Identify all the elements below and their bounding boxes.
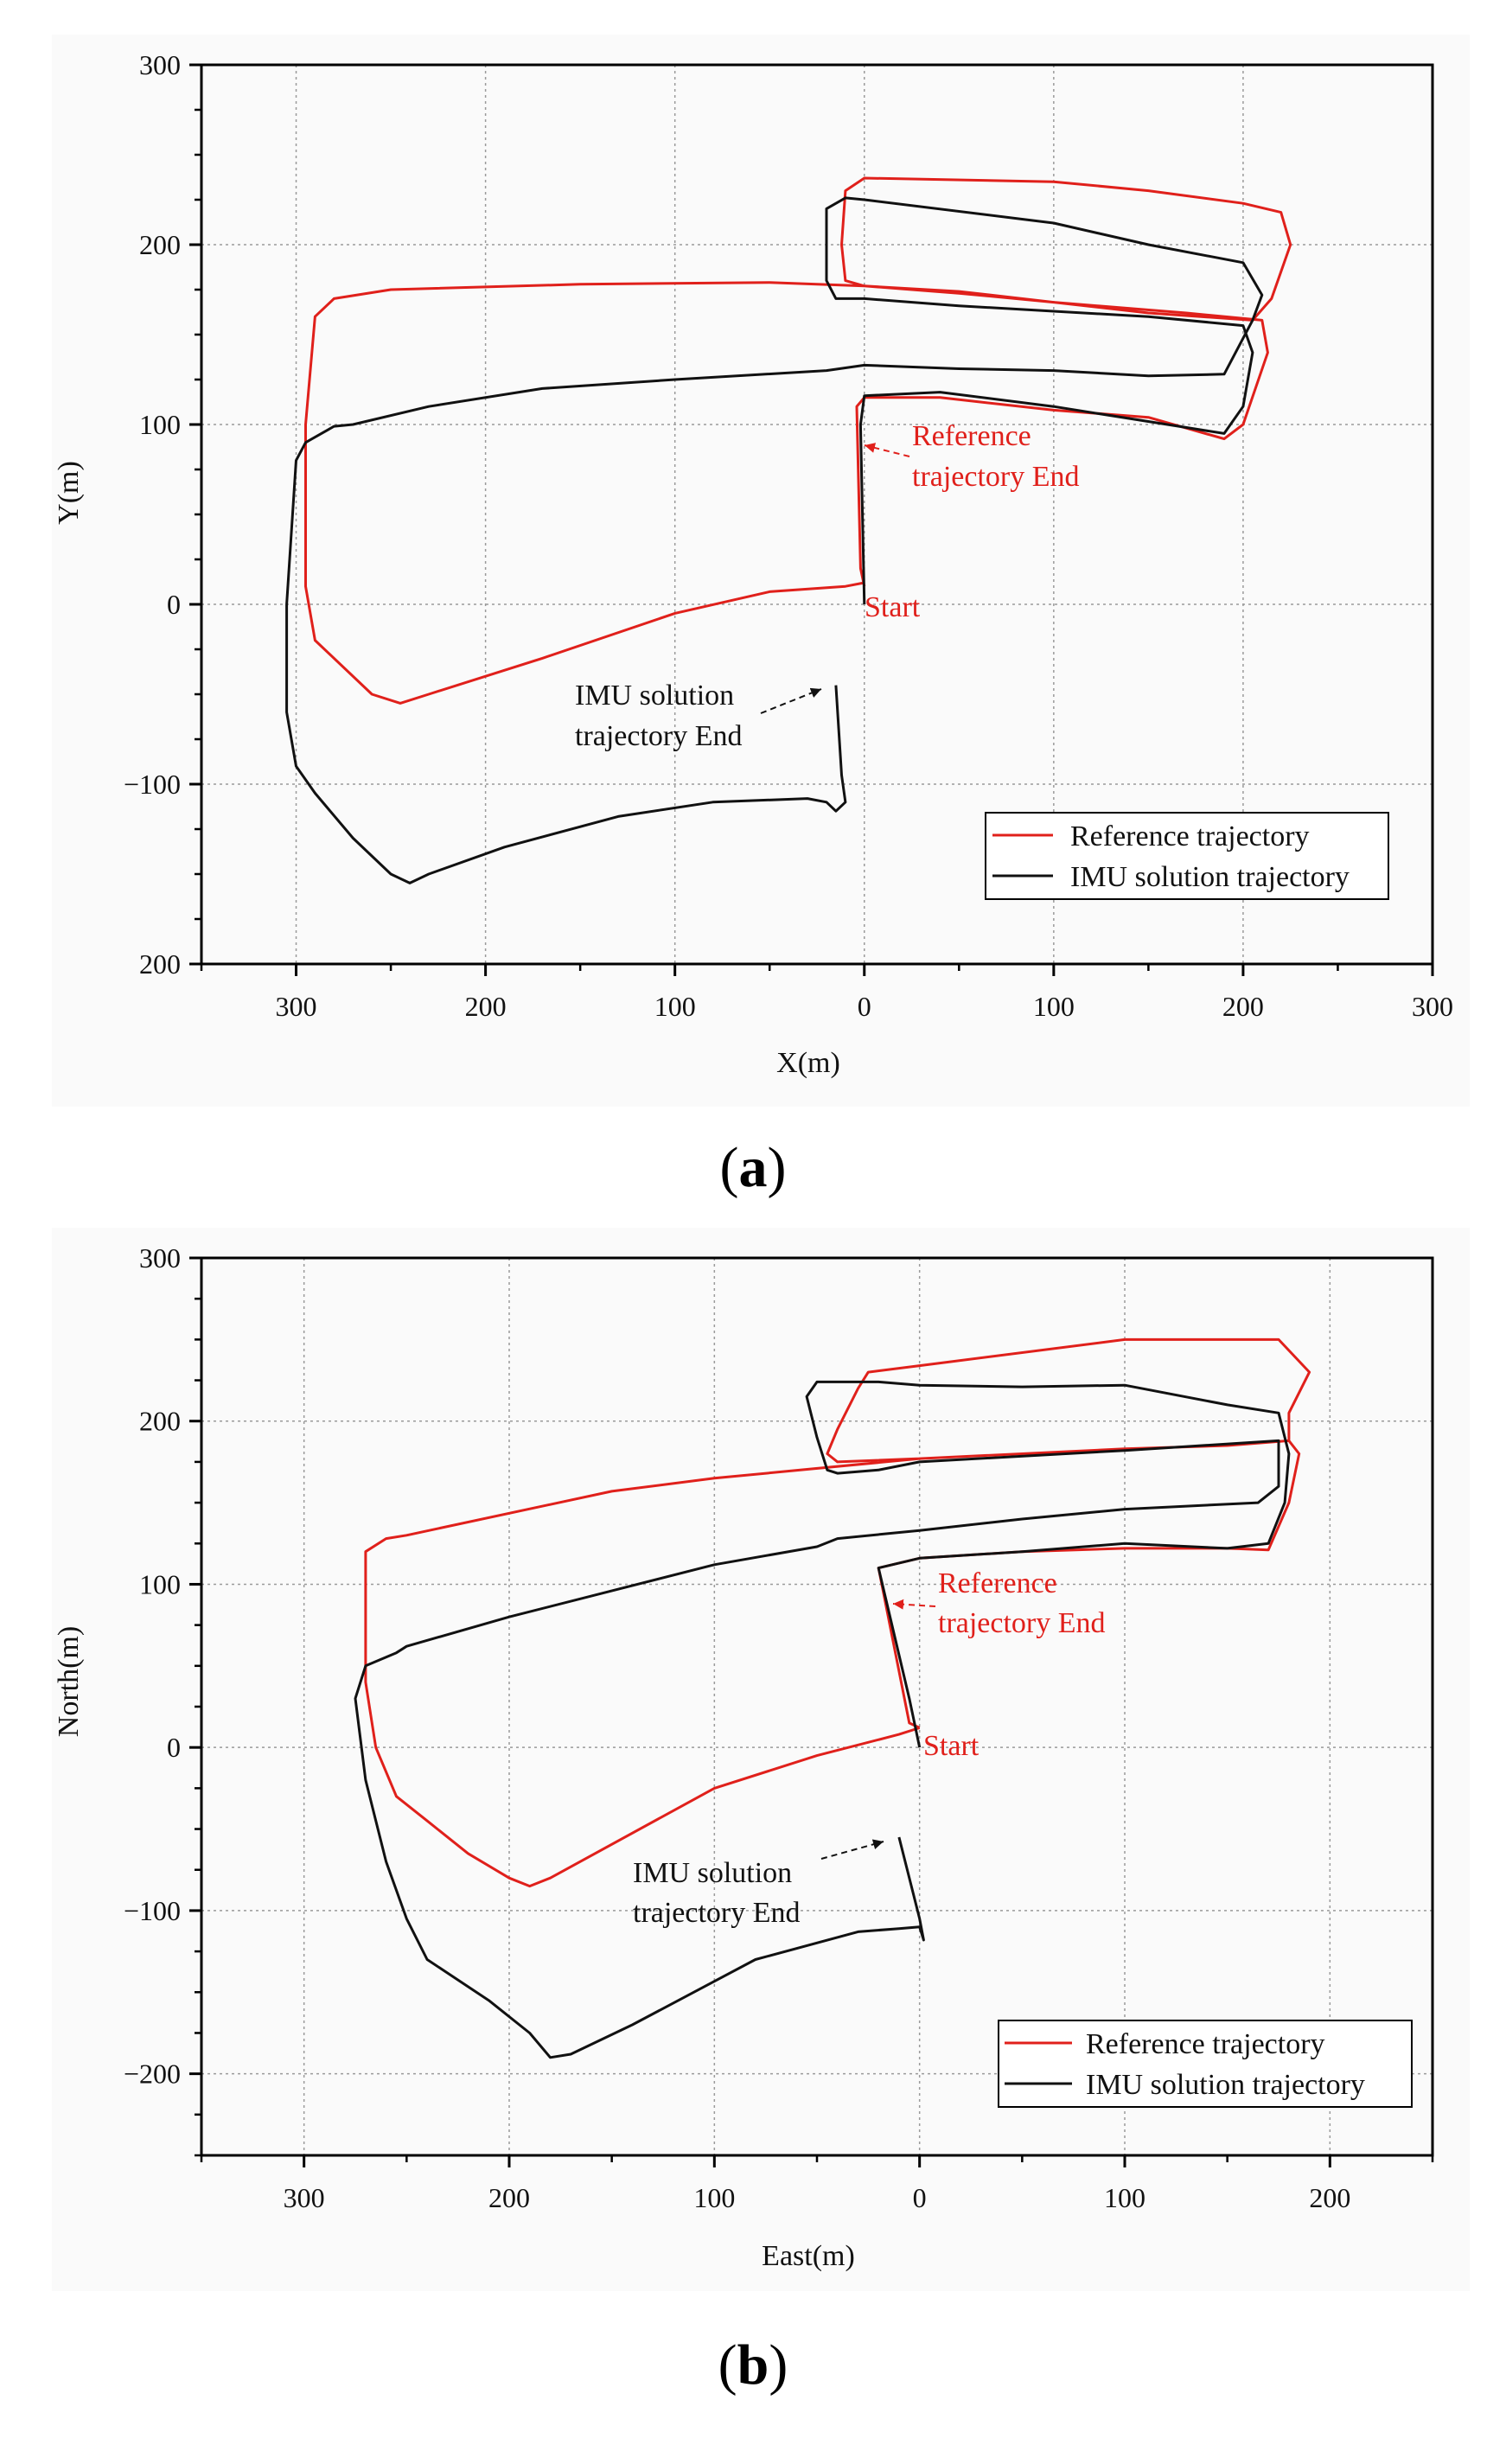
y-tick-label: 100 — [139, 409, 181, 440]
x-tick-label: 0 — [913, 2182, 927, 2213]
y-tick-label: 200 — [139, 229, 181, 260]
ticks-b: 300 200 100 0 100 200 −200 −100 0 100 200 300 — [124, 1242, 1434, 2213]
series-line-imu-a — [285, 196, 1264, 884]
y-tick-label: 0 — [167, 589, 181, 620]
caption-a: (a) — [720, 1136, 787, 1199]
legend-b: Reference trajectory IMU solution trajec… — [998, 2020, 1413, 2108]
caption-b: (b) — [718, 2333, 788, 2397]
x-tick-label: 200 — [488, 2182, 530, 2213]
annotation-start-a: Start — [865, 591, 921, 623]
series-line-reference-b — [364, 1337, 1311, 1888]
ticks-a: 300 200 100 0 100 200 300 200 −100 0 100 200 300 — [124, 49, 1453, 1022]
annotation-arrow-ref-end-a — [864, 443, 910, 457]
y-tick-label: −200 — [124, 2059, 181, 2090]
grid-b — [201, 1257, 1433, 2155]
plot-background-a — [52, 35, 1470, 1107]
y-axis-title-a: Y(m) — [53, 461, 85, 525]
plot-background-b — [52, 1228, 1470, 2291]
legend-label-reference-a: Reference trajectory — [1070, 820, 1310, 852]
legend-label-imu-a: IMU solution trajectory — [1070, 861, 1350, 893]
y-tick-label: 100 — [139, 1568, 181, 1599]
legend-label-imu-b: IMU solution trajectory — [1086, 2069, 1365, 2101]
x-tick-label: 300 — [1412, 991, 1453, 1022]
annotation-arrow-imu-end-b — [820, 1839, 884, 1860]
annotation-arrow-ref-end-b — [892, 1599, 936, 1610]
legend-frame-b — [998, 2020, 1413, 2108]
annotation-ref-end-line1-a: Reference — [912, 420, 1031, 452]
y-tick-label: 0 — [167, 1732, 181, 1763]
x-tick-label: 300 — [284, 2182, 325, 2213]
x-tick-label: 100 — [654, 991, 696, 1022]
x-tick-label: 200 — [465, 991, 507, 1022]
y-tick-label: −100 — [124, 769, 181, 800]
series-line-reference-a — [304, 176, 1292, 705]
legend-frame-a — [985, 812, 1389, 900]
x-tick-label: 300 — [276, 991, 317, 1022]
annotation-imu-end-line1-a: IMU solution — [575, 680, 734, 712]
series-line-imu-b — [354, 1380, 1291, 2059]
x-axis-title-b: East(m) — [762, 2240, 855, 2272]
series-group-b — [354, 1337, 1311, 2059]
x-tick-label: 100 — [693, 2182, 735, 2213]
annotation-ref-end-line2-b: trajectory End — [938, 1607, 1106, 1639]
annotation-ref-end-line1-b: Reference — [938, 1567, 1057, 1599]
annotation-imu-end-line2-b: trajectory End — [633, 1897, 801, 1929]
annotation-ref-end-line2-a: trajectory End — [912, 461, 1080, 493]
y-tick-label: −100 — [124, 1895, 181, 1926]
x-tick-label: 100 — [1104, 2182, 1145, 2213]
series-group-a — [285, 176, 1292, 884]
legend-label-reference-b: Reference trajectory — [1086, 2028, 1325, 2060]
annotation-imu-end-line1-b: IMU solution — [633, 1857, 792, 1889]
x-tick-label: 200 — [1309, 2182, 1350, 2213]
x-axis-title-a: X(m) — [776, 1047, 840, 1079]
y-tick-label: 300 — [139, 49, 181, 80]
y-tick-label: 200 — [139, 948, 181, 980]
chart-panel-b: 300 200 100 0 100 200 −200 −100 0 100 200 300 East(… — [52, 1228, 1470, 2397]
y-axis-title-b: North(m) — [53, 1626, 85, 1737]
legend-a: Reference trajectory IMU solution trajec… — [985, 812, 1389, 900]
annotation-start-b: Start — [923, 1730, 980, 1762]
chart-panel-a: 300 200 100 0 100 200 300 200 −100 0 100 200 300 X(m… — [52, 35, 1470, 1199]
x-tick-label: 200 — [1222, 991, 1264, 1022]
annotation-imu-end-line2-a: trajectory End — [575, 720, 743, 752]
y-tick-label: 200 — [139, 1406, 181, 1437]
x-tick-label: 0 — [858, 991, 871, 1022]
x-tick-label: 100 — [1033, 991, 1075, 1022]
annotation-arrow-imu-end-a — [760, 687, 822, 714]
y-tick-label: 300 — [139, 1242, 181, 1273]
